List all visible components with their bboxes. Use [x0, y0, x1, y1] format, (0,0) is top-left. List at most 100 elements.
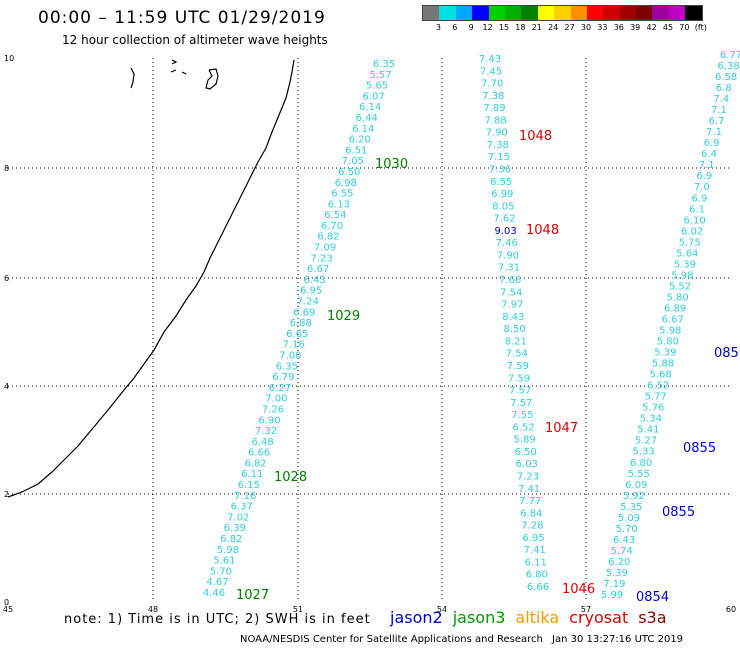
wave-height-value: 8.50: [503, 324, 525, 335]
wave-height-value: 7.41: [524, 545, 546, 556]
color-swatch: [668, 6, 686, 20]
island: [170, 59, 187, 75]
mission-legend-item: cryosat: [569, 608, 629, 627]
wave-height-value: 7.77: [519, 496, 541, 507]
color-scale-label: 6: [452, 23, 458, 32]
wave-height-value: 5.52: [669, 281, 691, 292]
color-swatch: [554, 6, 571, 20]
wave-height-value: 6.80: [630, 458, 652, 469]
color-swatch: [423, 6, 440, 20]
credit-text: NOAA/NESDIS Center for Satellite Applica…: [240, 634, 543, 645]
mission-legend: jason2 jason3 altika cryosat s3a: [390, 608, 667, 627]
wave-height-value: 7.55: [511, 410, 533, 421]
island: [205, 68, 219, 90]
wave-height-value: 5.35: [620, 502, 642, 513]
pass-time-label: 0854: [636, 590, 669, 605]
wave-height-value: 7.45: [480, 66, 502, 77]
wave-height-value: 6.55: [490, 177, 512, 188]
wave-height-value: 6.02: [681, 226, 703, 237]
wave-height-value: 6.58: [715, 72, 737, 83]
wave-height-value: 7.15: [488, 152, 510, 163]
wave-height-value: 7.1: [706, 127, 722, 138]
page-title: 00:00 – 11:59 UTC 01/29/2019: [38, 8, 326, 28]
wave-height-value: 6.70: [321, 221, 343, 232]
wave-height-value: 7.38: [487, 140, 509, 151]
island: [130, 67, 135, 89]
wave-height-value: 5.33: [632, 447, 654, 458]
wave-height-value: 5.57: [369, 70, 391, 81]
wave-height-value: 6.14: [352, 124, 374, 135]
wave-height-value: 6.77: [720, 50, 740, 61]
color-swatch: [652, 6, 669, 20]
wave-height-value: 6.80: [526, 570, 548, 581]
pass-time-label: 1030: [375, 157, 408, 172]
x-tick-label: 54: [437, 605, 447, 614]
wave-height-value: 7.97: [501, 300, 523, 311]
wave-height-value: 4.67: [206, 577, 228, 588]
wave-height-value: 7.62: [493, 214, 515, 225]
pass-time-label: 1048: [526, 223, 559, 238]
wave-height-value: 6.20: [349, 135, 371, 146]
wave-height-value: 5.34: [640, 414, 662, 425]
y-tick-label: 4: [4, 382, 9, 391]
wave-height-value: 6.11: [525, 557, 547, 568]
wave-height-value: 7.26: [262, 405, 284, 416]
wave-height-value: 6.67: [307, 264, 329, 275]
wave-height-value: 7.36: [489, 165, 511, 176]
wave-height-value: 7.00: [279, 351, 301, 362]
wave-height-value: 6.9: [691, 193, 707, 204]
wave-height-value: 7.02: [227, 512, 249, 523]
wave-height-value: 5.27: [635, 436, 657, 447]
x-tick-label: 48: [148, 605, 158, 614]
wave-height-value: 5.65: [366, 81, 388, 92]
x-tick-label: 60: [726, 605, 736, 614]
color-scale-label: 3: [435, 23, 441, 32]
color-swatch: [537, 6, 555, 20]
wave-height-value: 6.82: [244, 458, 266, 469]
wave-height-value: 6.1: [689, 204, 705, 215]
wave-height-value: 7.41: [518, 484, 540, 495]
pass-time-label: 1028: [274, 470, 307, 485]
wave-height-value: 6.4: [701, 149, 717, 160]
wave-height-value: 5.39: [674, 259, 696, 270]
wave-height-value: 5.41: [637, 425, 659, 436]
color-swatch: [521, 6, 538, 20]
wave-height-value: 7.66: [499, 275, 521, 286]
pass-time-label: 1027: [236, 588, 269, 603]
wave-height-value: 6.82: [317, 232, 339, 243]
wave-height-value: 6.11: [241, 469, 263, 480]
color-scale-label: 18: [515, 23, 526, 32]
wave-height-value: 7.88: [484, 115, 506, 126]
wave-height-value: 6.54: [324, 210, 346, 221]
color-scale-label: 21: [531, 23, 542, 32]
wave-height-value: 5.98: [671, 270, 693, 281]
wave-height-value: 5.70: [615, 524, 637, 535]
pass-time-label: 1046: [562, 582, 595, 597]
wave-height-value: 7.28: [521, 521, 543, 532]
y-tick-label: 10: [4, 54, 14, 63]
wave-height-value: 5.88: [652, 359, 674, 370]
wave-height-value: 7.1: [711, 105, 727, 116]
mission-legend-item: jason3: [452, 608, 506, 627]
wave-height-value: 7.1: [699, 160, 715, 171]
wave-height-value: 7.54: [500, 287, 522, 298]
color-scale-label: 12: [482, 23, 493, 32]
wave-height-value: 5.70: [210, 566, 232, 577]
color-scale-label: 33: [597, 23, 608, 32]
wave-height-value: 7.90: [497, 251, 519, 262]
wave-height-value: 6.39: [224, 523, 246, 534]
x-tick-label: 57: [581, 605, 591, 614]
wave-height-value: 6.50: [515, 447, 537, 458]
wave-height-value: 7.23: [517, 472, 539, 483]
wave-height-value: 5.80: [666, 292, 688, 303]
wave-height-value: 7.24: [297, 297, 319, 308]
color-scale-label: 24: [548, 23, 559, 32]
wave-height-value: 5.92: [623, 491, 645, 502]
color-scale-label: 42: [646, 23, 657, 32]
wave-height-value: 5.55: [628, 469, 650, 480]
wave-height-value: 6.84: [520, 508, 542, 519]
wave-height-value: 7.31: [498, 263, 520, 274]
wave-height-value: 5.89: [513, 435, 535, 446]
wave-height-value: 7.70: [481, 79, 503, 90]
wave-height-value: 5.39: [654, 348, 676, 359]
